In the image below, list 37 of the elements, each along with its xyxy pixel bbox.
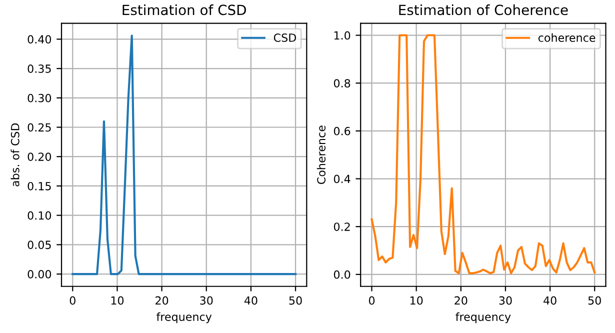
- y-tick-label: 0.2: [334, 222, 350, 231]
- legend-label: CSD: [274, 34, 296, 42]
- x-tick-label: 40: [544, 296, 556, 305]
- y-tick-label: 0.40: [28, 35, 52, 44]
- y-axis-title: abs. of CSD: [10, 123, 20, 186]
- chart-title: Estimation of Coherence: [399, 4, 568, 16]
- x-tick-label: 50: [588, 296, 601, 305]
- y-tick-label: 0.30: [28, 94, 52, 102]
- y-tick-label: 0.25: [28, 123, 51, 132]
- x-tick-label: 40: [244, 296, 258, 305]
- y-tick-label: 1.0: [334, 31, 350, 40]
- y-axis-title: Coherence: [316, 126, 326, 184]
- x-tick-label: 20: [156, 296, 168, 305]
- y-tick-label: 0.6: [334, 126, 350, 136]
- y-tick-label: 0.05: [28, 240, 51, 250]
- x-tick-label: 20: [454, 296, 468, 305]
- line-series: [370, 34, 596, 274]
- y-tick-label: 0.20: [28, 152, 52, 161]
- x-tick-label: 30: [499, 296, 512, 305]
- x-tick-label: 0: [368, 296, 375, 305]
- line-series: [72, 34, 297, 276]
- x-tick-label: 10: [410, 296, 423, 305]
- x-tick-label: 50: [289, 296, 302, 305]
- x-tick-label: 0: [70, 296, 76, 305]
- y-tick-label: 0.10: [28, 211, 52, 220]
- y-tick-label: 0.15: [28, 182, 51, 190]
- chart-title: Estimation of CSD: [122, 4, 246, 16]
- y-tick-label: 0.35: [28, 64, 51, 73]
- y-tick-label: 0.0: [334, 270, 350, 279]
- y-tick-label: 0.00: [28, 270, 52, 278]
- y-tick-label: 0.8: [334, 79, 350, 88]
- y-tick-label: 0.4: [334, 174, 350, 184]
- x-tick-label: 30: [200, 296, 213, 305]
- x-axis-title: frequency: [456, 312, 511, 324]
- x-tick-label: 10: [111, 296, 124, 305]
- legend-label: coherence: [538, 33, 596, 42]
- x-axis-title: frequency: [156, 312, 212, 324]
